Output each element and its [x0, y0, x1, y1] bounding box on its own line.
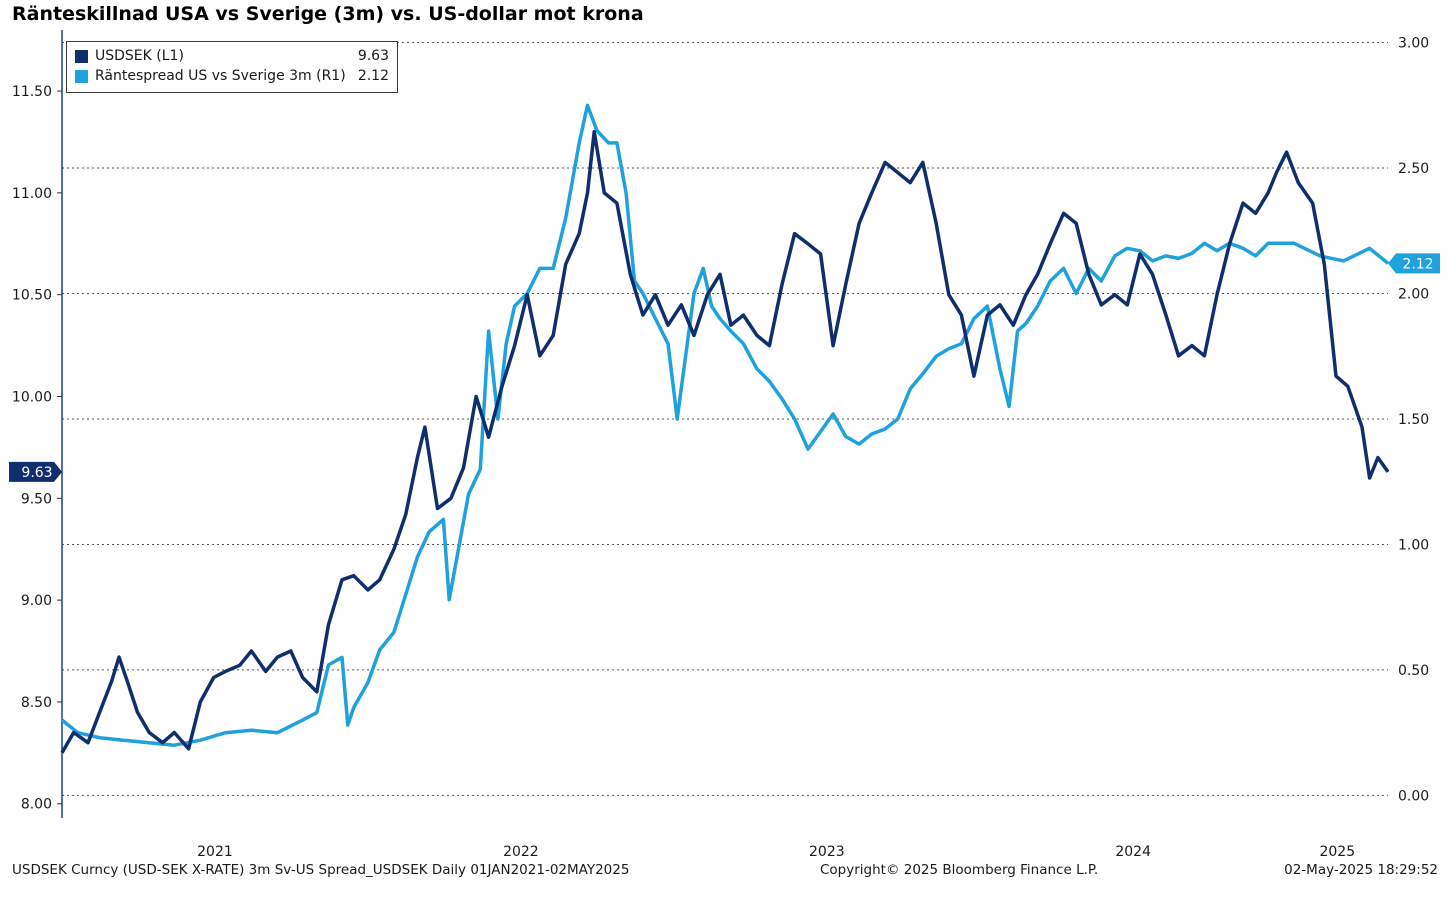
legend-swatch-spread — [75, 70, 88, 83]
left-tick-label: 8.50 — [21, 695, 52, 711]
chart-legend: USDSEK (L1) 9.63 Räntespread US vs Sveri… — [66, 41, 398, 93]
left-tick-label: 10.50 — [12, 288, 52, 304]
legend-value-spread: 2.12 — [357, 68, 389, 84]
right-tick-label: 2.00 — [1398, 287, 1429, 303]
footer-timestamp: 02-May-2025 18:29:52 — [1284, 862, 1438, 878]
legend-label-usdsek: USDSEK (L1) — [95, 48, 184, 64]
left-tick-label: 10.00 — [12, 390, 52, 406]
footer-source: USDSEK Curncy (USD-SEK X-RATE) 3m Sv-US … — [12, 862, 630, 878]
last-value-marker-spread — [1388, 253, 1440, 274]
left-tick-label: 9.50 — [21, 491, 52, 507]
legend-label-spread: Räntespread US vs Sverige 3m (R1) — [95, 68, 346, 84]
last-value-label-spread: 2.12 — [1402, 256, 1433, 272]
right-tick-label: 3.00 — [1398, 36, 1429, 52]
left-tick-label: 8.00 — [21, 797, 52, 813]
x-tick-label: 2024 — [1115, 844, 1151, 860]
right-tick-label: 0.50 — [1398, 663, 1429, 679]
last-value-label-usdsek: 9.63 — [21, 465, 52, 481]
series-line-usdsek — [60, 130, 1390, 754]
chart-title: Ränteskillnad USA vs Sverige (3m) vs. US… — [12, 3, 644, 25]
footer-copyright: Copyright© 2025 Bloomberg Finance L.P. — [820, 862, 1099, 878]
x-tick-label: 2021 — [197, 844, 233, 860]
x-tick-label: 2022 — [503, 844, 539, 860]
legend-item-usdsek: USDSEK (L1) 9.63 — [75, 48, 389, 66]
legend-swatch-usdsek — [75, 50, 88, 63]
x-tick-label: 2025 — [1319, 844, 1355, 860]
right-tick-label: 0.00 — [1398, 788, 1429, 804]
x-tick-label: 2023 — [809, 844, 845, 860]
left-tick-label: 11.00 — [12, 186, 52, 202]
legend-item-spread: Räntespread US vs Sverige 3m (R1) 2.12 — [75, 68, 389, 86]
right-tick-label: 2.50 — [1398, 161, 1429, 177]
last-value-marker-usdsek — [9, 461, 62, 482]
series-line-spread — [60, 103, 1390, 747]
legend-value-usdsek: 9.63 — [357, 48, 389, 64]
right-tick-label: 1.50 — [1398, 412, 1429, 428]
right-tick-label: 1.00 — [1398, 537, 1429, 553]
left-tick-label: 11.50 — [12, 84, 52, 100]
left-tick-label: 9.00 — [21, 593, 52, 609]
